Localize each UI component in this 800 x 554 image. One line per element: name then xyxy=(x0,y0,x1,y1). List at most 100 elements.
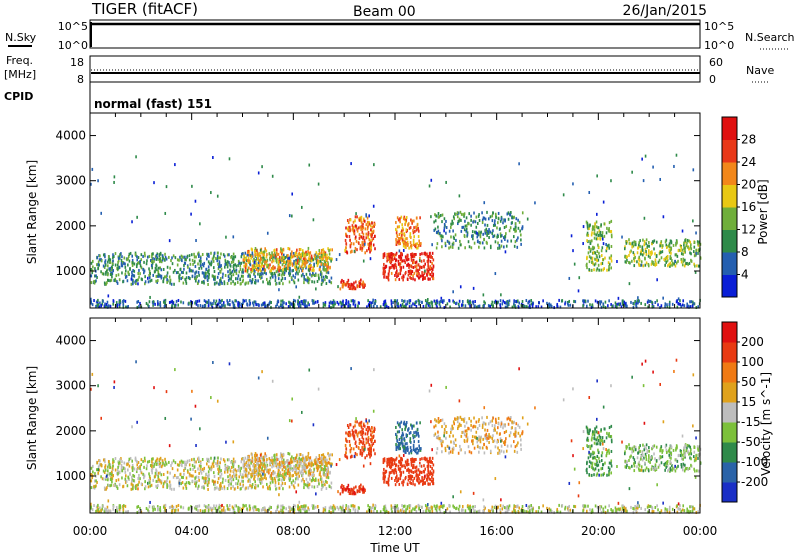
velocity-cell xyxy=(110,473,113,477)
velocity-cell xyxy=(219,461,221,465)
power-cell xyxy=(593,232,596,236)
velocity-cell xyxy=(109,465,112,469)
power-cell xyxy=(217,262,219,266)
power-cell xyxy=(390,265,392,269)
power-cell xyxy=(226,253,229,257)
power-cell xyxy=(402,217,405,221)
power-cell xyxy=(373,224,375,228)
velocity-cell xyxy=(319,464,322,468)
power-cell xyxy=(256,266,259,270)
power-cell xyxy=(246,268,249,272)
velocity-cell xyxy=(99,459,101,463)
velocity-cell xyxy=(270,459,273,463)
power-cell xyxy=(333,300,336,304)
power-cell xyxy=(385,302,387,306)
power-cell xyxy=(505,224,508,228)
velocity-cell xyxy=(265,477,267,481)
power-cell xyxy=(274,266,276,270)
power-cell xyxy=(225,235,227,239)
power-cell xyxy=(628,238,630,242)
velocity-cell xyxy=(260,474,263,478)
velocity-cell xyxy=(90,473,93,477)
velocity-cell xyxy=(398,482,401,486)
velocity-cell xyxy=(125,479,128,483)
power-cell xyxy=(404,272,407,276)
power-cell xyxy=(639,252,642,256)
velocity-cell xyxy=(295,477,297,481)
power-cell xyxy=(324,253,326,257)
power-cell xyxy=(232,305,235,309)
velocity-cell xyxy=(298,456,301,460)
power-cell xyxy=(272,259,275,263)
power-cell xyxy=(253,270,256,274)
power-cell xyxy=(668,305,671,309)
velocity-cell xyxy=(161,459,164,463)
velocity-cell xyxy=(240,487,242,491)
velocity-cell xyxy=(242,463,245,467)
power-cell xyxy=(195,270,198,274)
power-cell xyxy=(306,260,308,264)
power-cell xyxy=(410,218,412,222)
velocity-cell xyxy=(257,472,260,476)
power-cell xyxy=(517,218,519,222)
power-cell xyxy=(596,226,599,230)
power-cell xyxy=(389,266,391,270)
power-cell xyxy=(615,304,617,308)
velocity-cell xyxy=(282,452,285,456)
velocity-cell xyxy=(352,425,355,429)
power-cell xyxy=(637,299,640,303)
power-cell xyxy=(671,261,674,265)
power-cell xyxy=(680,260,683,264)
power-cell xyxy=(383,254,386,258)
power-cell xyxy=(362,259,365,263)
power-cell xyxy=(591,231,593,235)
power-cell xyxy=(421,271,423,275)
power-cell xyxy=(248,299,251,303)
velocity-cell xyxy=(411,457,414,461)
power-cell xyxy=(428,252,431,256)
power-cell xyxy=(639,244,641,248)
power-cell xyxy=(232,252,235,256)
velocity-cell xyxy=(429,478,432,482)
power-cell xyxy=(514,229,516,233)
power-cell xyxy=(311,299,314,303)
velocity-cell xyxy=(217,472,220,476)
velocity-cell xyxy=(320,453,323,457)
velocity-cell xyxy=(171,461,173,465)
power-cell xyxy=(293,259,295,263)
velocity-cell xyxy=(109,477,112,481)
power-cell xyxy=(335,258,338,262)
power-cell xyxy=(367,224,370,228)
power-cell xyxy=(417,235,420,239)
power-cell xyxy=(230,274,233,278)
power-cell xyxy=(679,299,681,303)
power-cell xyxy=(227,275,230,279)
power-cell xyxy=(670,257,672,261)
velocity-cell xyxy=(192,467,194,471)
power-cell xyxy=(288,268,291,272)
velocity-cell xyxy=(299,460,301,464)
power-cell xyxy=(227,302,230,306)
power-cell xyxy=(379,305,382,309)
power-cell xyxy=(332,299,335,303)
power-cell xyxy=(692,300,694,304)
power-cell xyxy=(415,252,417,256)
power-cell xyxy=(345,226,347,230)
power-cell xyxy=(133,262,136,266)
power-cell xyxy=(289,301,292,305)
power-cell xyxy=(568,299,571,303)
power-cell xyxy=(280,299,282,303)
velocity-cell xyxy=(211,462,214,466)
power-cell xyxy=(642,264,645,268)
power-cell xyxy=(127,304,129,308)
power-cell xyxy=(425,304,427,308)
power-cell xyxy=(257,267,260,271)
power-cell xyxy=(257,272,259,276)
power-cell xyxy=(233,282,236,286)
velocity-cell xyxy=(180,482,183,486)
power-cell xyxy=(261,165,263,169)
power-cell xyxy=(513,227,515,231)
power-cell xyxy=(592,245,594,249)
velocity-cell xyxy=(234,460,237,464)
power-cell xyxy=(224,260,227,264)
